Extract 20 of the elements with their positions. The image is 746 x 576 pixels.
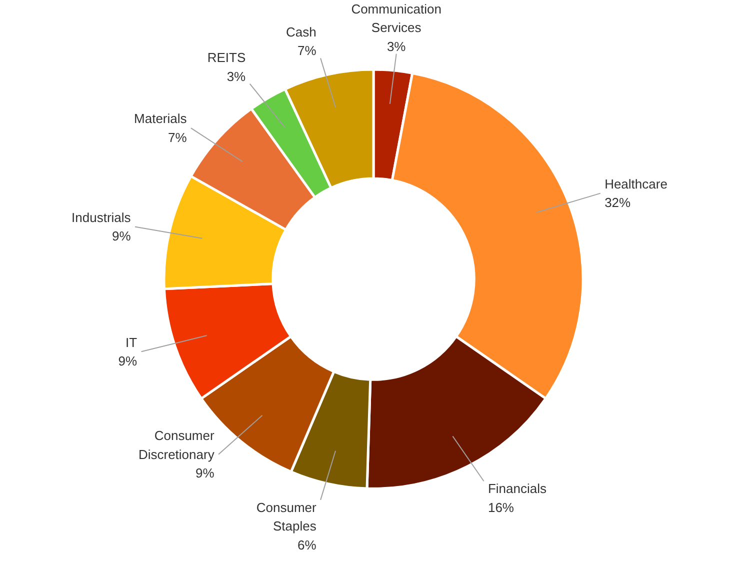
data-label: 9%	[112, 228, 132, 244]
slice-label: Communication Services	[351, 1, 442, 36]
slice-label: Financials	[488, 481, 548, 496]
slice-label: Healthcare	[604, 176, 668, 192]
slice-label: Cash	[286, 24, 316, 40]
slice-label: Materials	[134, 111, 188, 126]
data-label: 7%	[298, 43, 317, 58]
data-label: 3%	[386, 38, 406, 54]
data-label: 7%	[168, 130, 188, 145]
slice-label: Consumer Discretionary	[138, 428, 215, 462]
data-label: 9%	[118, 354, 138, 369]
slice-label: Consumer Staples	[256, 500, 318, 534]
slice-label: REITS	[207, 50, 246, 66]
slice-label: Industrials	[72, 210, 132, 225]
data-label: 9%	[196, 466, 215, 481]
data-label: 6%	[298, 537, 317, 552]
data-label: 3%	[226, 68, 246, 84]
data-label: 16%	[488, 500, 514, 515]
slice-label: IT	[126, 334, 138, 350]
data-label: 32%	[604, 195, 632, 210]
